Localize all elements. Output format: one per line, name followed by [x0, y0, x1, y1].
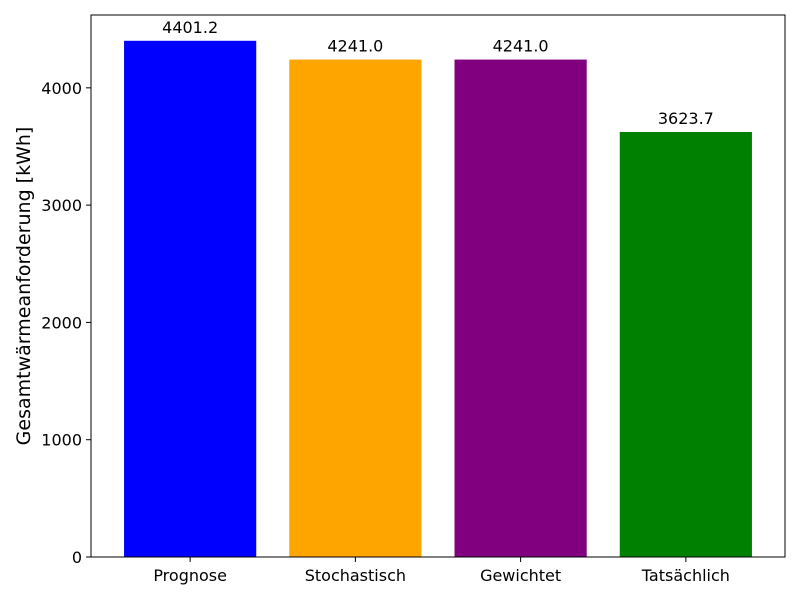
bar-value-label: 4401.2 [162, 18, 218, 37]
y-tick-label: 1000 [41, 431, 82, 450]
bar-prognose [124, 40, 257, 558]
y-tick-label: 4000 [41, 79, 82, 98]
x-tick-label: Tatsächlich [641, 566, 730, 585]
y-axis-ticks: 0 1000 2000 3000 4000 [41, 79, 91, 567]
bar-stochastisch [289, 59, 422, 558]
y-tick-label: 3000 [41, 196, 82, 215]
bar-value-labels: 4401.2 4241.0 4241.0 3623.7 [162, 18, 714, 128]
y-axis-label: Gesamtwärmeanforderung [kWh] [13, 127, 35, 446]
bar-value-label: 3623.7 [658, 109, 714, 128]
bar-value-label: 4241.0 [493, 37, 549, 56]
x-tick-label: Stochastisch [305, 566, 406, 585]
bar-value-label: 4241.0 [327, 37, 383, 56]
x-tick-label: Gewichtet [480, 566, 561, 585]
bars-group [124, 40, 752, 558]
plot-frame [90, 14, 786, 558]
x-axis-ticks: Prognose Stochastisch Gewichtet Tatsächlich [153, 557, 730, 585]
y-tick-label: 0 [72, 548, 82, 567]
y-tick-label: 2000 [41, 313, 82, 332]
bar-gewichtet [454, 59, 587, 558]
bar-tatsächlich [619, 131, 752, 557]
x-tick-label: Prognose [153, 566, 227, 585]
